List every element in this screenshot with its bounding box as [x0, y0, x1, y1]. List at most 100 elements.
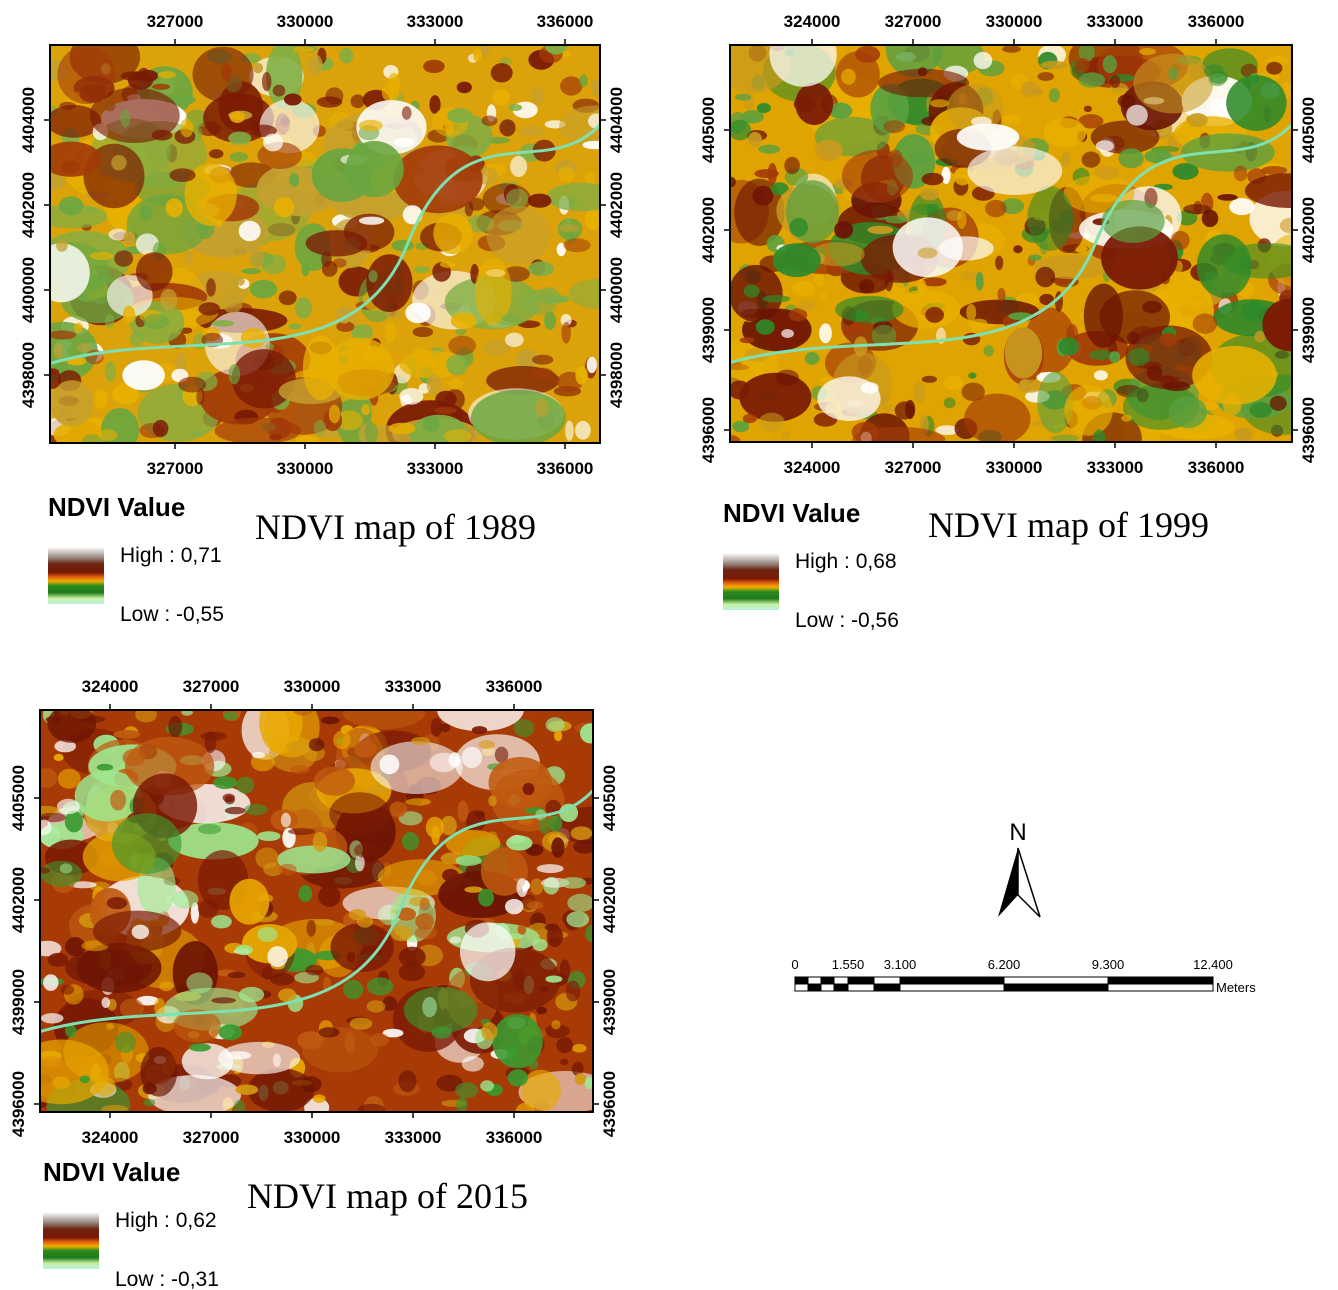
- raster-patch: [957, 124, 1019, 151]
- raster-patch: [1082, 152, 1101, 168]
- raster-patch: [289, 324, 302, 330]
- raster-patch: [235, 945, 253, 955]
- raster-patch: [756, 319, 775, 335]
- raster-patch: [1270, 396, 1287, 411]
- raster-patch: [206, 278, 216, 296]
- raster-patch: [225, 807, 246, 814]
- ndvi-map: 3240003240003270003270003300003300003330…: [699, 12, 1335, 632]
- raster-patch: [518, 289, 557, 315]
- raster-patch: [572, 1044, 587, 1053]
- arrow-left: [998, 848, 1018, 917]
- raster-patch: [180, 119, 193, 138]
- raster-patch: [52, 1077, 70, 1089]
- x-tick-label: 330000: [284, 677, 341, 696]
- raster-patch: [976, 272, 984, 291]
- raster-patch: [917, 279, 926, 295]
- raster-patch: [860, 282, 869, 292]
- x-tick-label: 330000: [277, 12, 334, 31]
- raster-patch: [481, 1022, 497, 1040]
- raster-patch: [912, 152, 929, 165]
- raster-patch: [315, 919, 335, 926]
- raster-patch: [472, 726, 487, 734]
- raster-patch: [252, 752, 265, 758]
- raster-patch: [563, 238, 590, 252]
- x-tick-label: 333000: [407, 459, 464, 478]
- raster-patch: [169, 168, 195, 182]
- x-tick-label: 336000: [486, 1128, 543, 1147]
- y-tick-label: 4400000: [607, 257, 626, 323]
- raster-patch: [105, 314, 115, 329]
- raster-patch: [367, 786, 388, 794]
- legend-title: NDVI Value: [43, 1157, 180, 1187]
- raster-patch: [499, 119, 515, 136]
- raster-patch: [1103, 55, 1117, 73]
- x-tick-label: 333000: [385, 1128, 442, 1147]
- raster-patch: [1208, 73, 1226, 86]
- raster-patch: [366, 254, 412, 312]
- scale-seg: [834, 984, 848, 991]
- raster-patch: [111, 155, 126, 171]
- raster-patch: [1064, 385, 1112, 436]
- raster-patch: [558, 225, 579, 233]
- raster-patch: [523, 783, 535, 795]
- raster-patch: [544, 311, 556, 330]
- scale-seg: [821, 984, 834, 991]
- raster-patch: [797, 300, 816, 311]
- raster-patch: [433, 213, 472, 254]
- raster-patch: [172, 890, 198, 908]
- raster-patch: [532, 86, 545, 105]
- y-tick-label: 4396000: [9, 1071, 28, 1137]
- maps: 3270003270003300003300003330003330003360…: [9, 12, 1335, 1290]
- legend-ramp: [48, 547, 104, 604]
- raster-patch: [325, 338, 394, 401]
- y-tick-label: 4405000: [699, 97, 718, 163]
- raster-patch: [1102, 200, 1165, 243]
- raster-patch: [120, 109, 130, 128]
- raster-patch: [575, 366, 587, 385]
- raster-patch: [367, 1000, 386, 1012]
- raster-patch: [102, 997, 111, 1008]
- x-tick-label: 336000: [537, 12, 594, 31]
- x-tick-label: 336000: [537, 459, 594, 478]
- raster-patch: [1254, 331, 1265, 343]
- raster-patch: [1121, 415, 1132, 422]
- raster-patch: [460, 922, 515, 981]
- raster-patch: [451, 312, 477, 329]
- raster-patch: [792, 281, 815, 296]
- raster-patch: [56, 240, 68, 252]
- raster-patch: [769, 22, 836, 87]
- legend-low: Low : -0,55: [120, 603, 224, 626]
- raster-patch: [957, 211, 966, 229]
- raster-patch: [1002, 114, 1022, 124]
- raster-patch: [729, 381, 751, 400]
- raster-patch: [518, 925, 527, 935]
- raster-patch: [560, 1059, 568, 1066]
- raster-patch: [461, 747, 482, 768]
- raster-patch: [274, 197, 294, 217]
- raster-patch: [48, 953, 69, 967]
- raster-patch: [547, 183, 616, 212]
- x-tick-label: 330000: [284, 1128, 341, 1147]
- x-tick-label: 330000: [986, 458, 1043, 477]
- raster-patch: [80, 1076, 90, 1084]
- raster-patch: [321, 717, 340, 725]
- raster-patch: [168, 716, 182, 738]
- x-tick-label: 324000: [82, 677, 139, 696]
- raster-patch: [313, 832, 328, 852]
- raster-patch: [740, 337, 755, 343]
- y-tick-label: 4404000: [607, 87, 626, 153]
- raster-patch: [913, 382, 926, 403]
- raster: [14, 689, 629, 1131]
- raster-patch: [930, 99, 949, 107]
- legend-title: NDVI Value: [723, 498, 860, 528]
- raster-patch: [448, 378, 463, 390]
- y-tick-label: 4399000: [699, 297, 718, 363]
- raster-patch: [392, 240, 415, 251]
- raster-patch: [351, 95, 365, 109]
- raster-patch: [98, 429, 117, 441]
- raster-patch: [1109, 351, 1120, 363]
- raster-patch: [77, 343, 92, 352]
- raster-patch: [229, 364, 241, 384]
- raster-patch: [215, 418, 301, 445]
- raster-patch: [505, 899, 523, 914]
